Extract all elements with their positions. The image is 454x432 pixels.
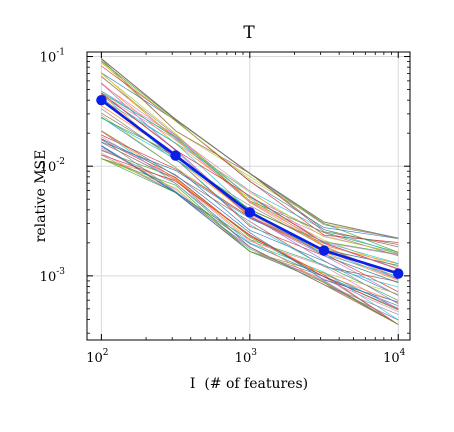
background-series-line-57 xyxy=(101,58,399,239)
mean-series-point-2 xyxy=(244,207,256,218)
y-tick-label-2: 10-3 xyxy=(40,267,66,285)
x-tick-exponent-1: 3 xyxy=(251,348,257,358)
x-tick-exponent-2: 4 xyxy=(400,348,406,358)
background-series-line-58 xyxy=(101,72,399,254)
mean-series-point-3 xyxy=(318,245,330,256)
x-tick-label-0: 102 xyxy=(86,348,108,366)
mean-series-point-4 xyxy=(393,268,404,279)
grid xyxy=(87,52,410,340)
chart-title: T xyxy=(243,23,255,43)
mean-series-point-1 xyxy=(170,150,181,161)
background-series-line-0 xyxy=(101,116,399,296)
background-series-line-42 xyxy=(101,158,399,325)
background-series-line-46 xyxy=(101,94,399,256)
background-series-line-49 xyxy=(101,91,399,264)
background-series-line-40 xyxy=(101,141,399,266)
mean-series-group xyxy=(96,94,404,279)
x-tick-label-1: 103 xyxy=(235,348,258,366)
y-tick-exponent-0: -1 xyxy=(56,48,65,58)
background-series-line-47 xyxy=(101,149,399,315)
background-series-line-50 xyxy=(101,138,399,303)
background-series-line-18 xyxy=(101,61,399,239)
background-series-line-27 xyxy=(101,138,399,325)
background-series-line-23 xyxy=(101,139,399,325)
plot-frame xyxy=(86,51,411,341)
background-series-line-29 xyxy=(101,117,399,288)
y-axis-title: relative MSE xyxy=(33,150,49,243)
x-axis-title: I (# of features) xyxy=(190,376,308,392)
mean-series-point-0 xyxy=(96,94,107,106)
background-series-line-53 xyxy=(101,93,399,270)
background-series-line-56 xyxy=(101,83,399,270)
background-series-line-36 xyxy=(101,136,399,310)
y-tick-exponent-2: -3 xyxy=(56,267,65,277)
y-axis-ticks: 10-110-210-3 xyxy=(40,48,410,334)
y-tick-exponent-1: -2 xyxy=(56,157,65,167)
x-tick-label-2: 104 xyxy=(383,348,406,366)
x-tick-exponent-0: 2 xyxy=(103,348,109,358)
y-tick-label-0: 10-1 xyxy=(40,48,65,66)
